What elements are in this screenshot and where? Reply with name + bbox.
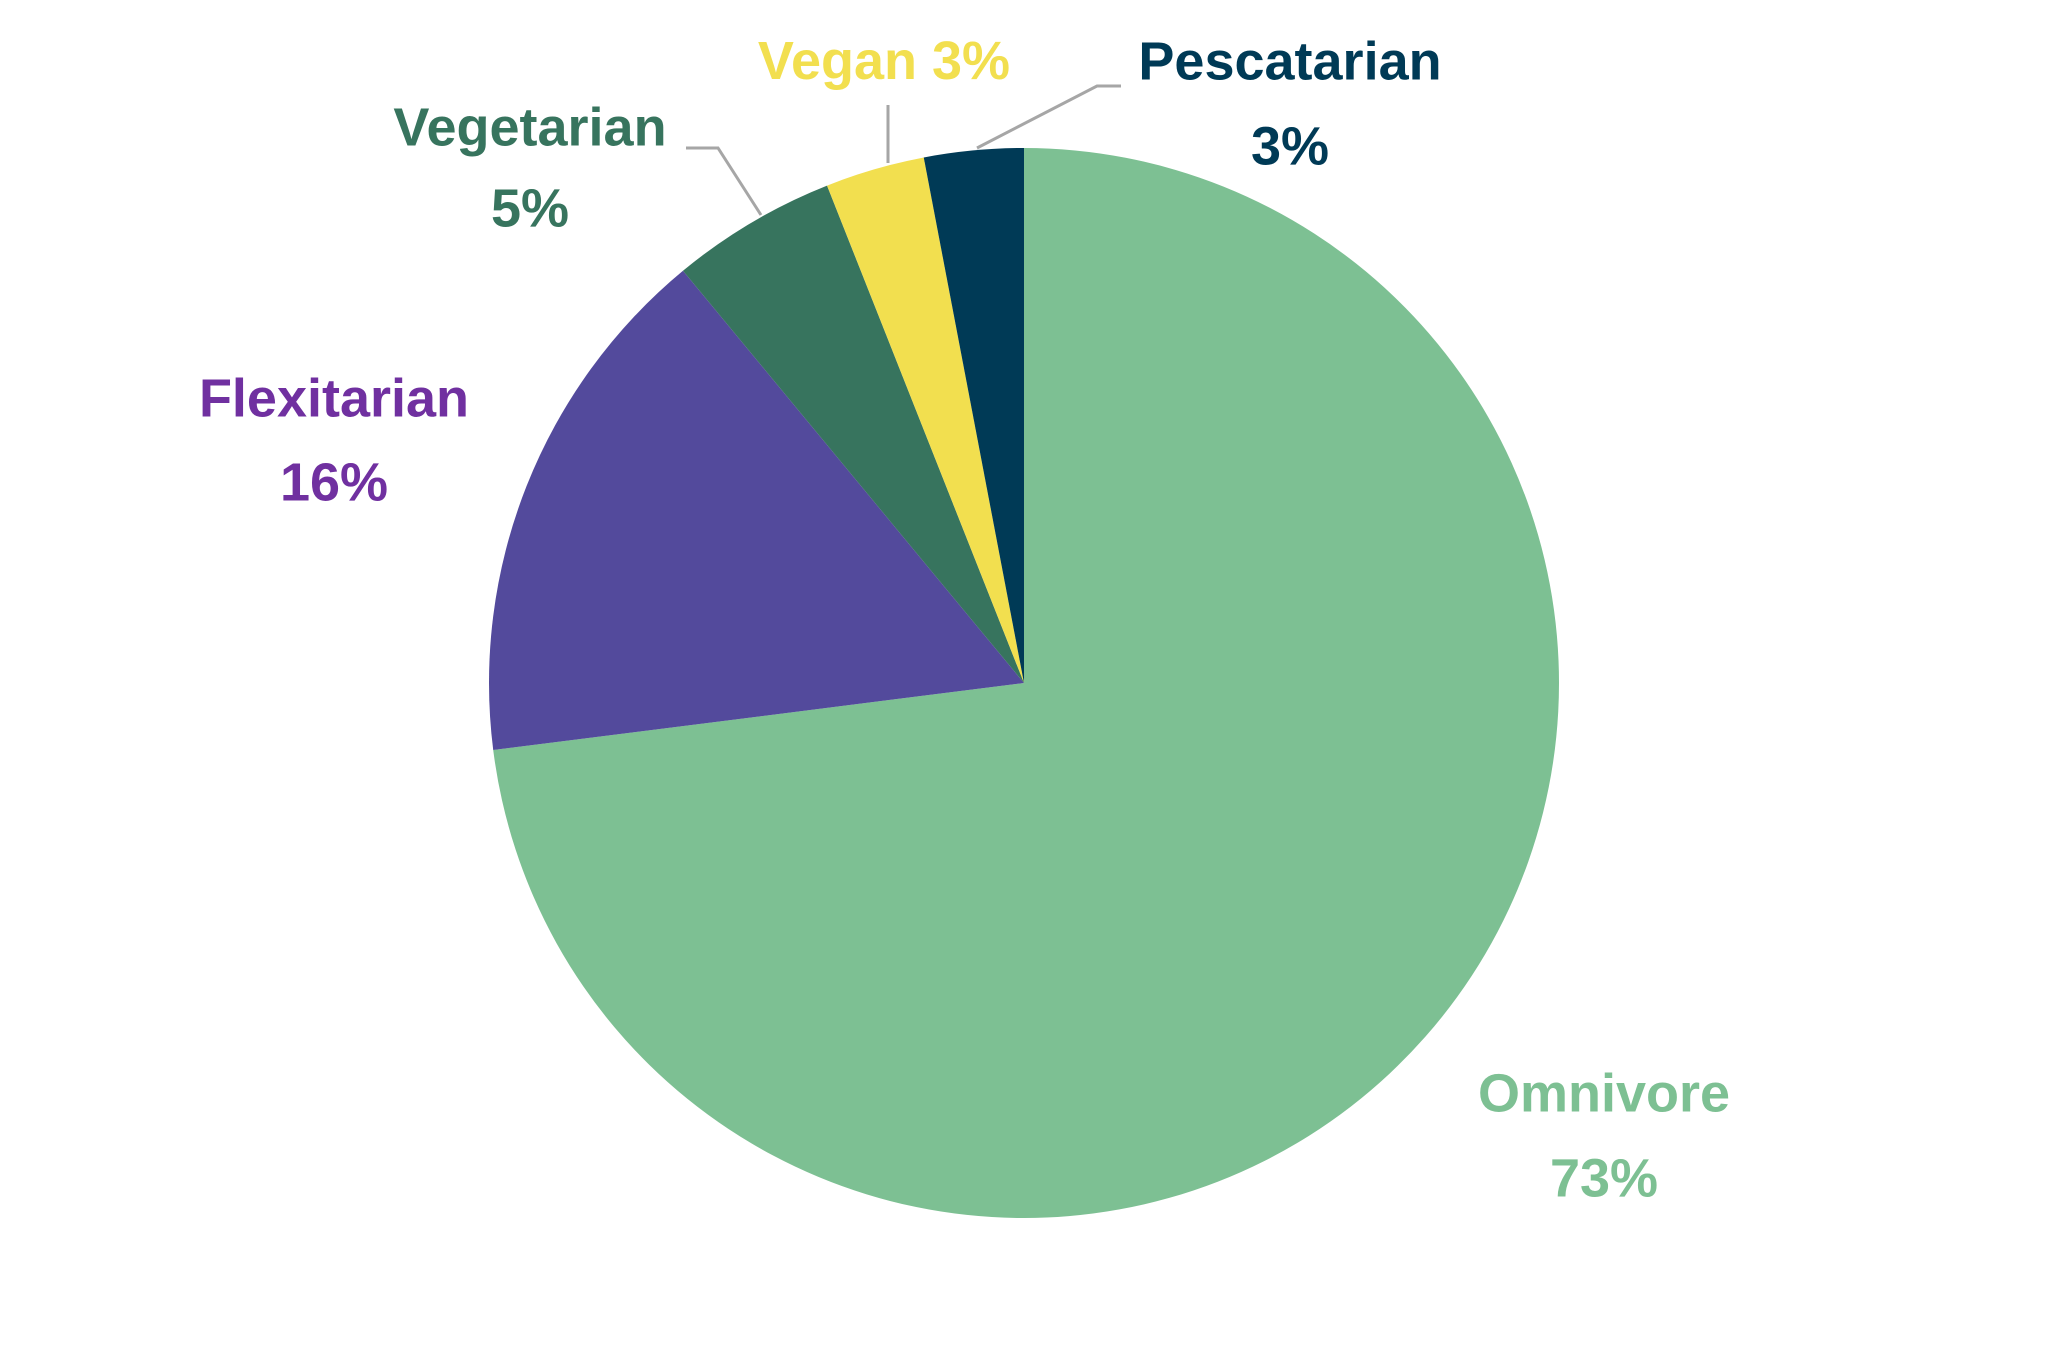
pie-slice xyxy=(923,148,1024,683)
value-label: 16% xyxy=(280,452,388,512)
value-label: 5% xyxy=(491,178,569,238)
pie-slice xyxy=(827,157,1024,683)
pie-slice xyxy=(489,270,1024,751)
pie-slice xyxy=(682,185,1024,683)
value-label: 73% xyxy=(1550,1148,1658,1208)
value-label: 3% xyxy=(932,31,1010,91)
leader-line xyxy=(686,146,763,216)
category-label: Omnivore xyxy=(1478,1063,1730,1123)
category-label: Vegan xyxy=(758,31,917,91)
pie-slice xyxy=(493,148,1559,1219)
category-label: Vegetarian xyxy=(393,97,666,157)
leader-line xyxy=(976,84,1121,150)
slice-label: Vegan 3% xyxy=(758,31,1010,91)
category-label: Pescatarian xyxy=(1138,31,1441,91)
category-label: Flexitarian xyxy=(199,368,469,428)
value-label: 3% xyxy=(1251,116,1329,176)
